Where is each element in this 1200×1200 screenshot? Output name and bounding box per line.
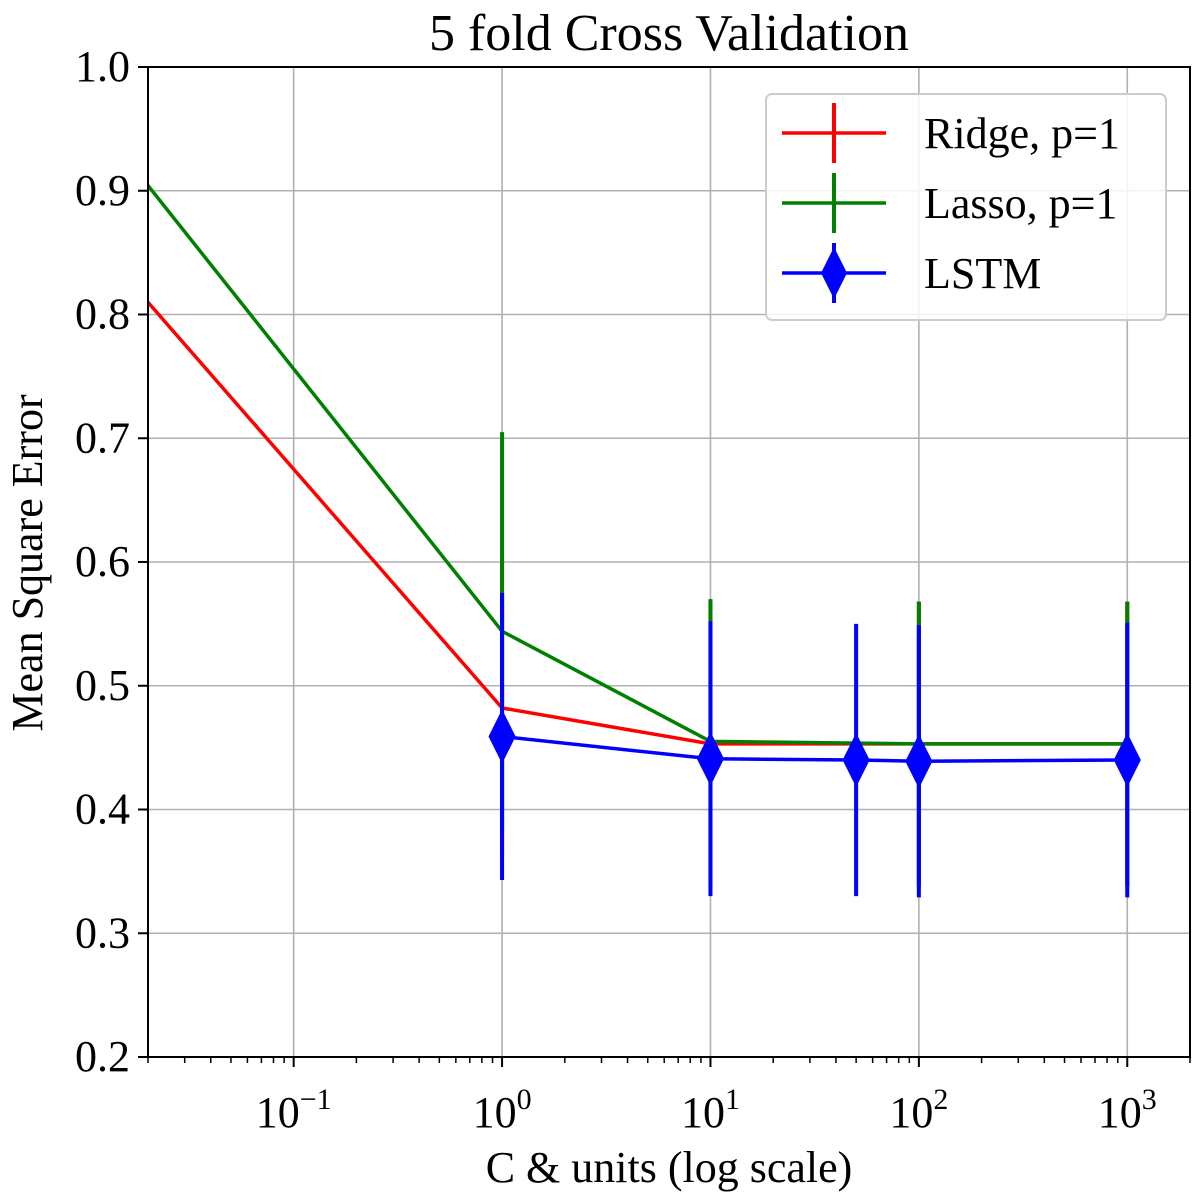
y-tick-label: 0.9 (75, 166, 130, 215)
y-axis-label: Mean Square Error (3, 394, 52, 732)
x-axis-label: C & units (log scale) (486, 1143, 853, 1192)
legend: Ridge, p=1 Lasso, p=1 LSTM (765, 93, 1167, 321)
y-tick-label: 0.2 (75, 1032, 130, 1081)
y-tick-label: 0.4 (75, 785, 130, 834)
y-tick-label: 1.0 (75, 42, 130, 91)
y-tick-label: 0.5 (75, 661, 130, 710)
y-tick-label: 0.6 (75, 537, 130, 586)
legend-entry: Lasso, p=1 (782, 173, 1117, 233)
data-point-marker (488, 709, 516, 764)
data-point-marker (842, 732, 870, 788)
x-tick-label: 102 (889, 1083, 948, 1137)
data-point-marker (696, 731, 725, 786)
y-tick-label: 0.3 (75, 908, 130, 957)
x-tick-label: 103 (1098, 1083, 1157, 1137)
series-lstm (488, 592, 1141, 898)
y-tick-label: 0.8 (75, 290, 130, 339)
legend-entry: LSTM (782, 243, 1041, 303)
chart-title: 5 fold Cross Validation (429, 5, 909, 62)
series-ridge-p-1 (148, 299, 1130, 887)
legend-label: LSTM (924, 249, 1041, 298)
x-tick-label: 10−1 (256, 1083, 332, 1137)
data-point-marker (1113, 732, 1141, 788)
legend-entry: Ridge, p=1 (782, 103, 1120, 163)
legend-box (765, 93, 1167, 321)
series-layer (148, 182, 1141, 898)
x-tick-label: 100 (473, 1083, 532, 1137)
legend-label: Lasso, p=1 (924, 179, 1117, 228)
axes: 0.2 0.3 0.4 0.5 0.6 0.7 0.8 0.9 1.0 10−1 100 101 102… (75, 42, 1191, 1137)
series-line (501, 734, 1128, 763)
legend-label: Ridge, p=1 (924, 109, 1120, 158)
data-point-marker (905, 734, 933, 789)
x-tick-label: 101 (681, 1083, 740, 1137)
y-tick-label: 0.7 (75, 413, 130, 462)
